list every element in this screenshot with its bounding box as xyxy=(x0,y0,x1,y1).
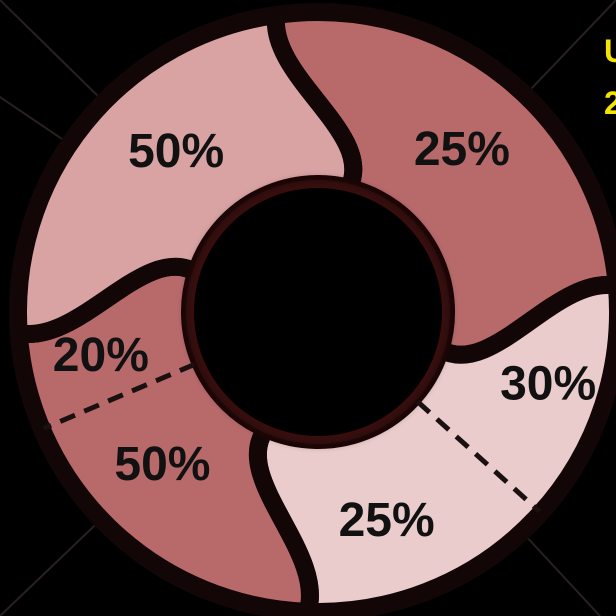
hole xyxy=(194,188,442,436)
side-text-line-1: U xyxy=(604,33,616,69)
slice-label: 30% xyxy=(500,357,596,410)
slice-label: 50% xyxy=(128,125,224,178)
side-text-line-2: 2 xyxy=(604,85,616,121)
segment-dividers xyxy=(42,362,542,514)
part-divider xyxy=(42,362,196,431)
slice-label: 20% xyxy=(53,329,149,382)
part-divider xyxy=(415,399,542,514)
slice-label: 50% xyxy=(114,438,210,491)
slice-label: 25% xyxy=(339,494,435,547)
donut-hole xyxy=(186,180,450,444)
slice-labels: 25% 30% 25% 50% 20% 50% xyxy=(53,123,596,547)
slice-label: 25% xyxy=(414,123,510,176)
